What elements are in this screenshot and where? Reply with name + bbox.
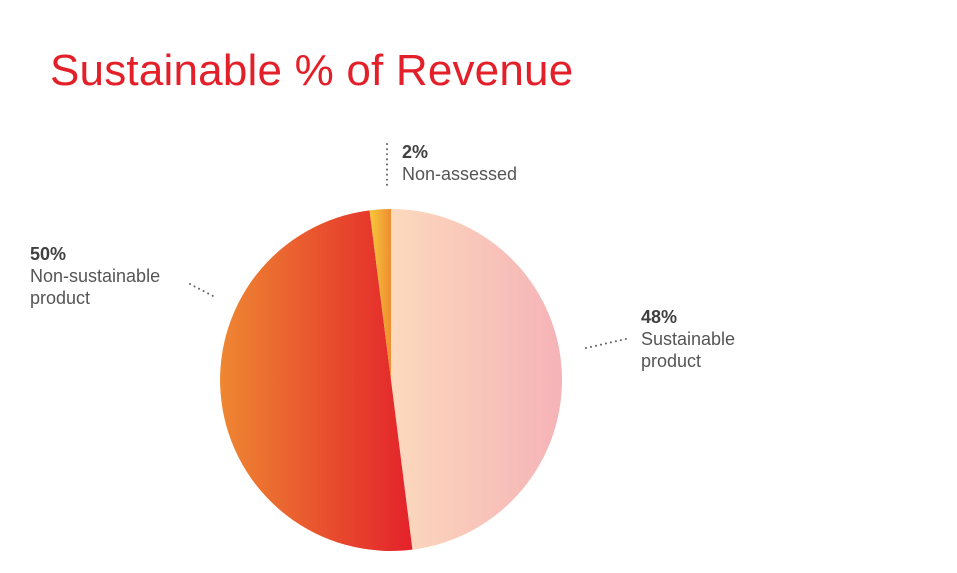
slice-category-label: Non-assessed <box>402 164 518 184</box>
leader-line-non-sustainable <box>189 283 214 297</box>
slice-category-label: Non-sustainable <box>30 266 161 286</box>
slice-value-label: 48% <box>641 307 678 327</box>
chart-title: Sustainable % of Revenue <box>50 46 574 95</box>
slice-category-label-line2: product <box>641 351 702 371</box>
slice-category-label-line2: product <box>30 288 91 308</box>
pie-slice-sustainable <box>391 209 563 550</box>
slice-value-label: 2% <box>402 142 429 162</box>
callout-non-sustainable: 50% Non-sustainable product <box>30 243 160 309</box>
pie-slice-non-assessed <box>369 209 391 380</box>
callout-non-assessed: 2% Non-assessed <box>402 141 517 185</box>
callout-sustainable: 48% Sustainable product <box>641 306 735 372</box>
leader-line-sustainable <box>585 338 627 349</box>
pie-slice-non-sustainable <box>220 210 413 551</box>
slice-value-label: 50% <box>30 244 67 264</box>
slice-category-label: Sustainable <box>641 329 736 349</box>
